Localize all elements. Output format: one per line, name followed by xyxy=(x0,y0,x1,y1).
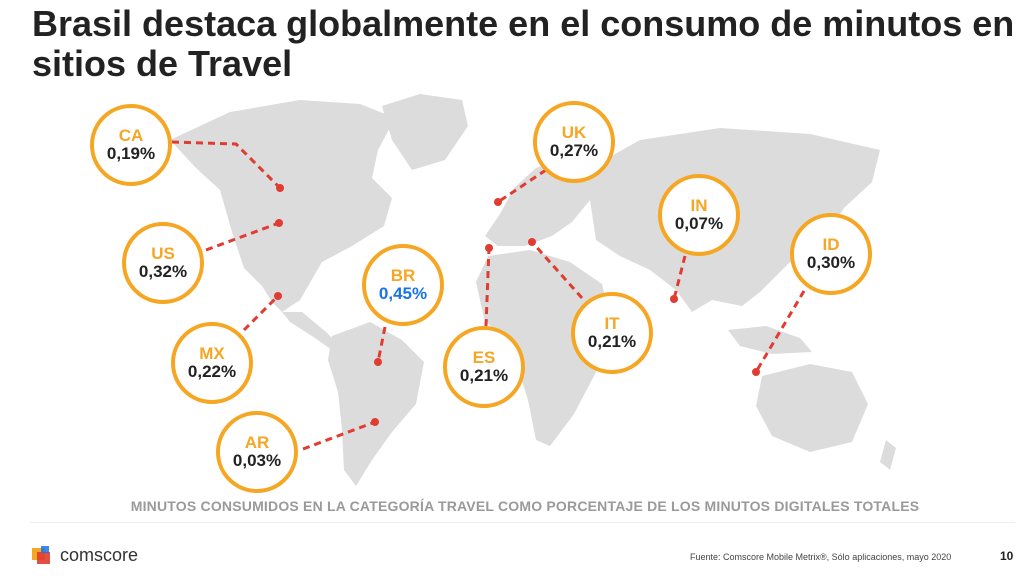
connector-id xyxy=(754,290,806,373)
percent-value: 0,27% xyxy=(549,141,599,160)
indonesia-landmass xyxy=(728,326,812,354)
connector-lines xyxy=(171,140,806,451)
central-america-landmass xyxy=(282,312,340,350)
connector-br xyxy=(376,326,387,363)
country-code: ES xyxy=(472,348,496,367)
connector-uk xyxy=(497,168,547,204)
connector-ca xyxy=(171,140,282,190)
dot-id xyxy=(752,368,760,376)
percent-value: 0,22% xyxy=(187,362,237,381)
source-note: Fuente: Comscore Mobile Metrix®, Sólo ap… xyxy=(690,552,952,562)
bubble-uk: UK 0,27% xyxy=(533,101,615,183)
country-code: IT xyxy=(604,314,620,333)
country-code: US xyxy=(151,244,175,263)
page-number: 10 xyxy=(1000,549,1014,563)
country-code: ID xyxy=(822,235,840,254)
dot-it xyxy=(528,238,536,246)
country-code: MX xyxy=(199,344,225,363)
logo-text: comscore xyxy=(60,545,139,565)
bubble-es: ES 0,21% xyxy=(443,326,525,408)
greenland-landmass xyxy=(382,94,468,170)
percent-value: 0,19% xyxy=(106,144,156,163)
dot-ca xyxy=(276,184,284,192)
north-america-landmass xyxy=(170,100,395,312)
dot-uk xyxy=(494,198,502,206)
country-code: CA xyxy=(118,126,144,145)
south-america-landmass xyxy=(328,322,424,486)
dot-ar xyxy=(371,418,379,426)
connector-us xyxy=(205,221,280,252)
footer-divider xyxy=(30,522,1015,523)
bubble-in: IN 0,07% xyxy=(658,174,740,256)
country-code: AR xyxy=(244,433,270,452)
percent-value: 0,30% xyxy=(806,253,856,272)
location-dots xyxy=(274,184,760,426)
percent-value: 0,21% xyxy=(459,366,509,385)
map-caption: MINUTOS CONSUMIDOS EN LA CATEGORÍA TRAVE… xyxy=(130,498,920,514)
connector-mx xyxy=(242,294,280,332)
connector-ar xyxy=(302,420,376,451)
dot-in xyxy=(670,295,678,303)
slide-title: Brasil destaca globalmente en el consumo… xyxy=(32,3,1015,84)
bubble-ar: AR 0,03% xyxy=(216,411,298,493)
comscore-logo-icon xyxy=(32,545,50,564)
dot-us xyxy=(275,219,283,227)
dot-br xyxy=(374,358,382,366)
comscore-logo: comscore xyxy=(32,545,138,566)
australia-landmass xyxy=(756,364,868,452)
connector-es xyxy=(484,247,491,327)
bubble-us: US 0,32% xyxy=(122,222,204,304)
connector-it xyxy=(530,241,584,299)
bubble-ca: CA 0,19% xyxy=(90,104,172,186)
bubble-id: ID 0,30% xyxy=(790,213,872,295)
dot-es xyxy=(485,244,493,252)
country-code: IN xyxy=(690,196,708,215)
dot-mx xyxy=(274,292,282,300)
country-code: BR xyxy=(390,266,416,285)
percent-value: 0,32% xyxy=(138,262,188,281)
percent-value-highlight: 0,45% xyxy=(378,284,428,303)
connector-in xyxy=(672,255,687,300)
bubble-it: IT 0,21% xyxy=(571,292,653,374)
country-code: UK xyxy=(561,123,587,142)
bubble-br: BR 0,45% xyxy=(362,244,444,326)
percent-value: 0,21% xyxy=(587,332,637,351)
africa-landmass xyxy=(476,250,612,446)
new-zealand-landmass xyxy=(880,440,896,470)
bubble-mx: MX 0,22% xyxy=(171,322,253,404)
percent-value: 0,03% xyxy=(232,451,282,470)
percent-value: 0,07% xyxy=(674,214,724,233)
